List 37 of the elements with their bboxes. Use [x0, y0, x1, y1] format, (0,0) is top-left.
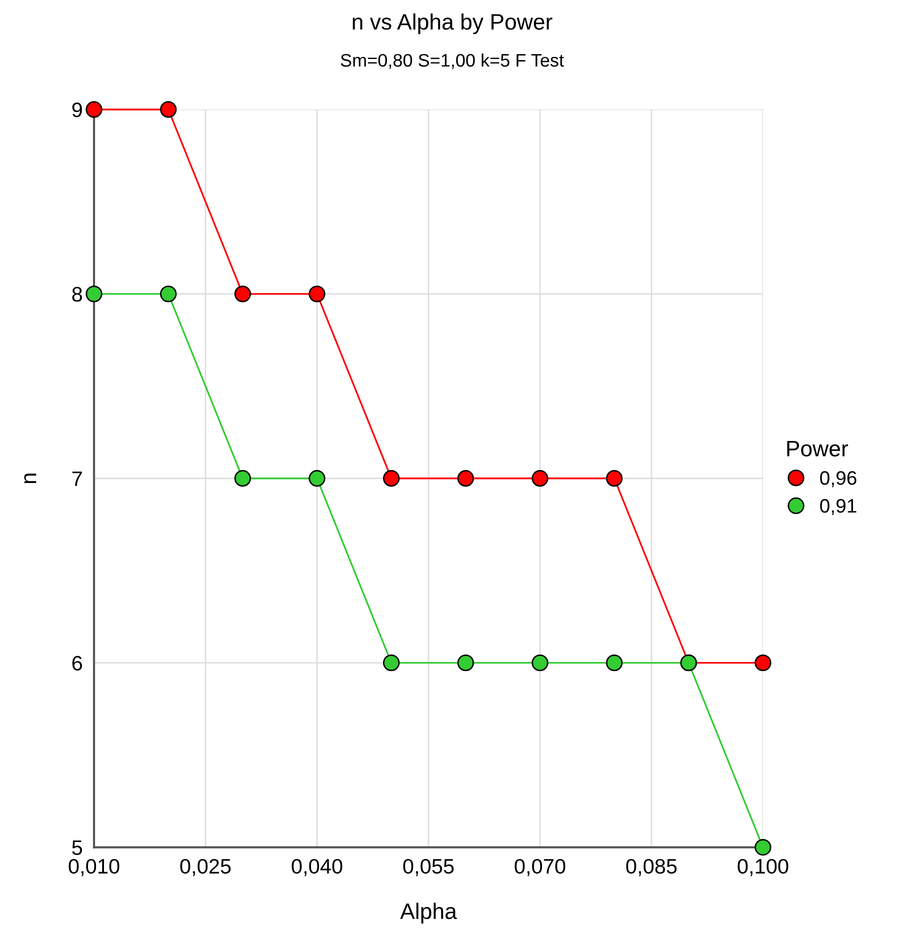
- point: [532, 470, 548, 487]
- point: [457, 470, 474, 487]
- point: [160, 286, 177, 302]
- legend-title: Power: [787, 440, 848, 456]
- point: [160, 101, 177, 118]
- point: [308, 470, 326, 487]
- y-tick-label: 8: [72, 286, 82, 302]
- chart-subtitle: Sm=0,80 S=1,00 k=5 F Test: [340, 53, 564, 69]
- x-tick-label: 0,085: [626, 858, 677, 876]
- y-tick-label: 5: [72, 840, 82, 856]
- y-axis-title: n: [24, 474, 36, 484]
- point: [754, 838, 772, 856]
- x-tick-label: 0,040: [292, 858, 342, 876]
- point: [606, 654, 623, 672]
- point: [234, 286, 252, 302]
- point: [754, 654, 772, 672]
- y-tick-label: 7: [72, 472, 82, 486]
- point: [457, 654, 474, 672]
- point: [383, 470, 400, 487]
- point: [86, 101, 102, 118]
- chart-title: n vs Alpha by Power: [352, 13, 552, 34]
- x-tick-label: 0,100: [738, 858, 788, 876]
- x-tick-label: 0,010: [68, 858, 120, 876]
- legend-label: 0,91: [820, 498, 856, 516]
- point: [383, 654, 400, 672]
- x-axis-title: Alpha: [400, 902, 457, 924]
- legend-label: 0,96: [820, 471, 856, 488]
- point: [606, 470, 623, 487]
- y-tick-label: 6: [72, 656, 82, 671]
- point: [234, 470, 252, 487]
- x-tick-label: 0,070: [514, 858, 566, 876]
- x-tick-label: 0,025: [180, 858, 231, 876]
- y-tick-label: 9: [72, 102, 82, 118]
- x-tick-label: 0,055: [403, 858, 454, 876]
- point: [86, 286, 102, 302]
- point: [532, 654, 548, 672]
- point: [308, 286, 326, 302]
